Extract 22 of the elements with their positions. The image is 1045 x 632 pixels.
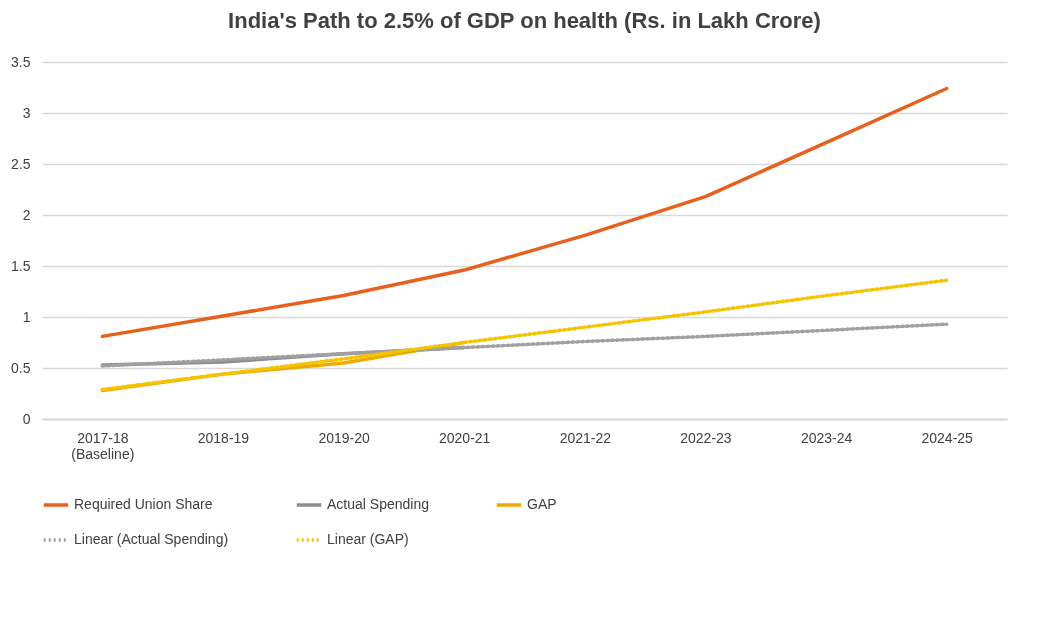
x-tick-label: 2023-24 (800, 429, 853, 446)
chart-title: India's Path to 2.5% of GDP on health (Rs. in Lakh Crore) (228, 8, 821, 33)
x-tick-label: 2017-18 (Baseline) (71, 429, 135, 462)
y-tick-label: 0 (22, 410, 31, 427)
x-tick-label: 2018-19 (197, 429, 250, 446)
x-tick-label: 2019-20 (318, 429, 370, 446)
x-tick-label: 2020-21 (438, 429, 491, 446)
legend-label: Linear (Actual Spending) (74, 531, 229, 547)
y-tick-label: 0.5 (11, 359, 31, 376)
y-tick-label: 2.5 (11, 155, 31, 172)
y-tick-label: 1 (22, 308, 31, 325)
x-tick-label: 2022-23 (680, 429, 732, 446)
y-tick-label: 1.5 (11, 257, 31, 274)
legend-label: Actual Spending (327, 496, 429, 512)
x-tick-label: 2024-25 (921, 429, 974, 446)
legend-label: Required Union Share (74, 496, 213, 512)
y-tick-label: 2 (22, 206, 31, 223)
legend-label: GAP (527, 496, 557, 512)
x-tick-label: 2021-22 (559, 429, 612, 446)
legend-label: Linear (GAP) (327, 531, 409, 547)
y-tick-label: 3 (22, 104, 31, 121)
y-tick-label: 3.5 (11, 53, 31, 70)
